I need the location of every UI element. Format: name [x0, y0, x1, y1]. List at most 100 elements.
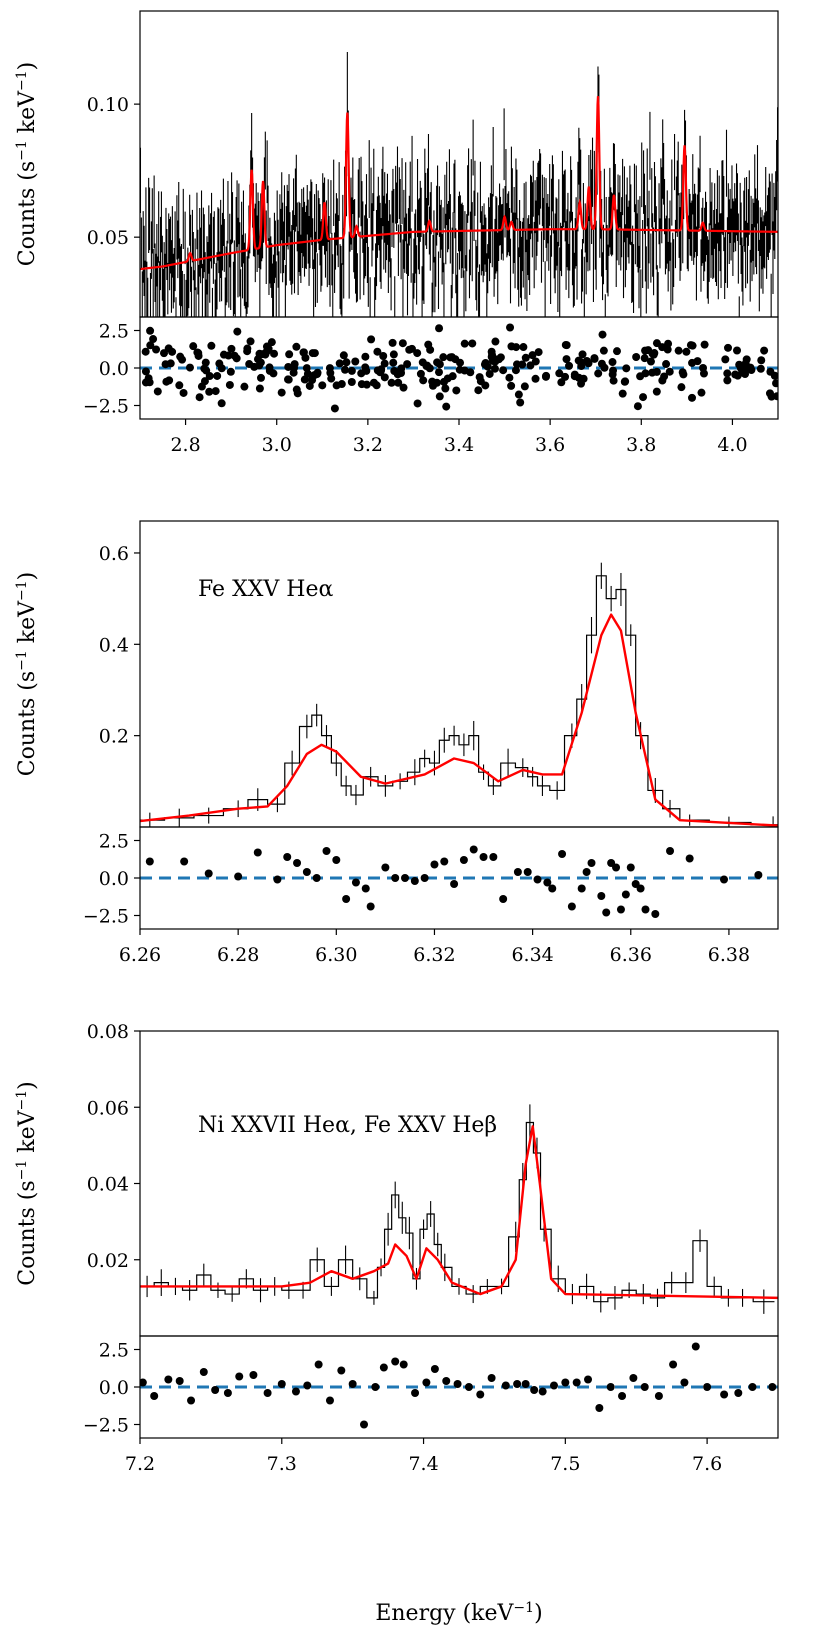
residual-point [723, 376, 732, 385]
residual-point [357, 369, 366, 378]
residual-point [768, 1383, 777, 1391]
residual-point [293, 389, 302, 398]
residual-point [150, 1392, 159, 1400]
residual-y-tick-label: 2.5 [99, 321, 129, 343]
residual-point [300, 375, 309, 384]
residual-point [342, 358, 351, 367]
residual-point [347, 366, 356, 375]
residual-point [651, 910, 660, 918]
residual-point [399, 1360, 408, 1369]
residual-point [361, 884, 370, 893]
residual-point [347, 377, 356, 386]
residual-point [393, 370, 402, 379]
residual-point [654, 1392, 663, 1400]
residual-point [489, 853, 498, 861]
residual-point [226, 367, 235, 376]
lower-plot-area [140, 845, 778, 918]
residual-point [175, 1377, 184, 1385]
residual-point [420, 874, 429, 882]
residual-point [233, 327, 242, 336]
x-tick-label: 3.0 [262, 434, 292, 456]
residual-point [621, 890, 630, 899]
residual-point [165, 376, 174, 385]
residual-point [361, 363, 370, 372]
residual-point [460, 366, 469, 375]
residual-point [469, 845, 478, 854]
residual-point [738, 368, 747, 377]
residual-point [263, 1389, 272, 1397]
residual-point [441, 384, 450, 393]
residual-point [318, 381, 327, 390]
residual-point [277, 388, 286, 397]
residual-point [249, 1371, 258, 1379]
residual-point [538, 1387, 547, 1396]
x-tick-label: 6.36 [610, 944, 652, 966]
residual-point [567, 902, 576, 911]
residual-point [435, 324, 444, 333]
residual-point [195, 393, 204, 402]
residual-point [513, 868, 522, 876]
residual-point [609, 376, 618, 385]
residual-point [152, 345, 161, 354]
residual-point [521, 353, 530, 362]
residual-point [145, 857, 154, 866]
residual-point [594, 369, 603, 378]
residual-point [379, 1363, 388, 1372]
residual-point [434, 368, 443, 377]
x-tick-label: 6.38 [708, 944, 750, 966]
residual-point [618, 389, 627, 398]
y-axis-label-sup: −1 [14, 650, 30, 671]
data-histogram [140, 575, 778, 826]
residual-point [413, 399, 422, 408]
residual-point [663, 345, 672, 354]
residual-point [341, 365, 350, 374]
residual-point [641, 369, 650, 378]
residual-point [640, 354, 649, 363]
x-axis-label-sup: −1 [513, 1600, 534, 1616]
residual-point [168, 347, 177, 356]
residual-point [584, 1375, 593, 1384]
residual-point [146, 326, 155, 335]
residual-point [597, 359, 606, 368]
residual-point [530, 1386, 539, 1394]
residual-point [302, 364, 311, 373]
residual-point [507, 381, 516, 390]
residual-point [528, 351, 537, 360]
residual-point [411, 1389, 420, 1397]
residual-point [179, 388, 188, 397]
residual-point [485, 369, 494, 378]
residual-y-tick-label: 0.0 [99, 1377, 129, 1399]
residual-point [187, 1396, 196, 1405]
residual-point [217, 399, 226, 408]
residual-point [391, 874, 400, 882]
residual-point [700, 340, 709, 349]
residual-point [255, 361, 264, 370]
residual-point [514, 390, 523, 399]
residual-point [518, 360, 527, 369]
residual-point [207, 341, 216, 350]
panel-top: 2.8 3.0 3.2 3.4 3.6 3.8 4.0 0.05 0.10 −2.5 0.0 2.5 C… [14, 10, 779, 456]
model-line [140, 1125, 778, 1300]
x-tick-label: 3.6 [535, 434, 565, 456]
residual-point [416, 369, 425, 378]
x-tick-label: 3.4 [444, 434, 474, 456]
residual-point [351, 878, 360, 887]
residual-point [223, 1389, 232, 1397]
residual-point [760, 346, 769, 355]
residual-point [335, 359, 344, 368]
y-tick-label: 0.04 [87, 1174, 129, 1196]
upper-plot-area [140, 562, 778, 827]
residual-point [269, 369, 278, 378]
residual-point [480, 360, 489, 369]
residual-point [561, 340, 570, 349]
residual-point [224, 351, 233, 360]
residual-point [234, 872, 243, 881]
residual-point [464, 1383, 473, 1391]
y-axis-label-sup: −1 [14, 580, 30, 601]
x-tick-label: 7.5 [550, 1453, 580, 1475]
residual-point [351, 357, 360, 366]
residual-point [277, 1380, 286, 1388]
residual-point [598, 330, 607, 339]
residual-point [397, 364, 406, 373]
residual-point [555, 369, 564, 378]
